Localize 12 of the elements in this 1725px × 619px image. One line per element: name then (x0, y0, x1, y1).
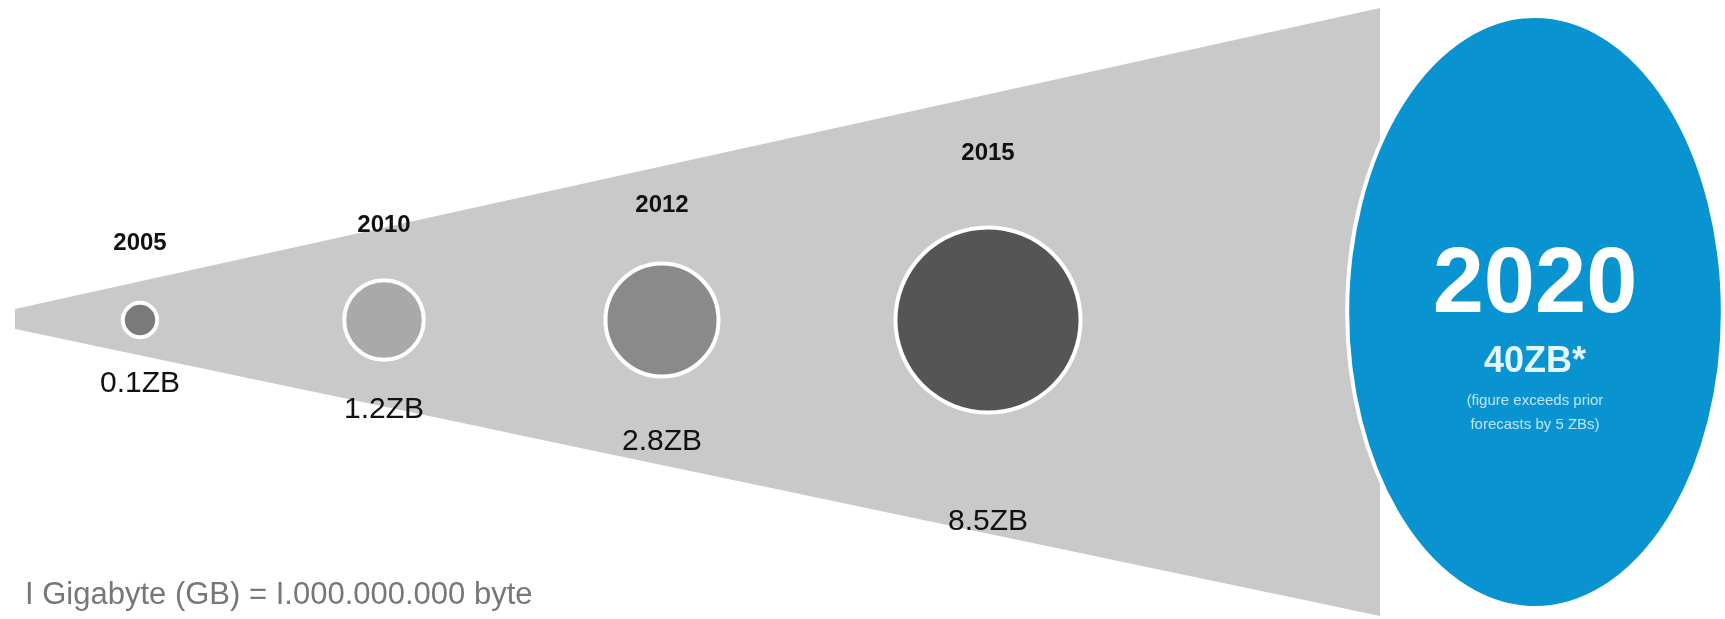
data-label: 2.8ZB (621, 423, 703, 456)
category-label: 2005 (113, 228, 167, 255)
category-label: 2015 (961, 138, 1015, 165)
category-label: 2012 (635, 190, 689, 217)
category-label: 2010 (357, 210, 411, 237)
text: (figure exceeds prior forecasts by 5 ZBs) (1466, 391, 1604, 432)
category-label: 2020 (1432, 229, 1638, 331)
data-label: 40ZB* (1483, 339, 1587, 380)
data-label: 0.1ZB (99, 365, 181, 398)
data-label: 1.2ZB (343, 391, 425, 424)
data-label: 8.5ZB (947, 503, 1029, 536)
text: I Gigabyte (GB) = I.000.000.000 byte (25, 576, 533, 611)
